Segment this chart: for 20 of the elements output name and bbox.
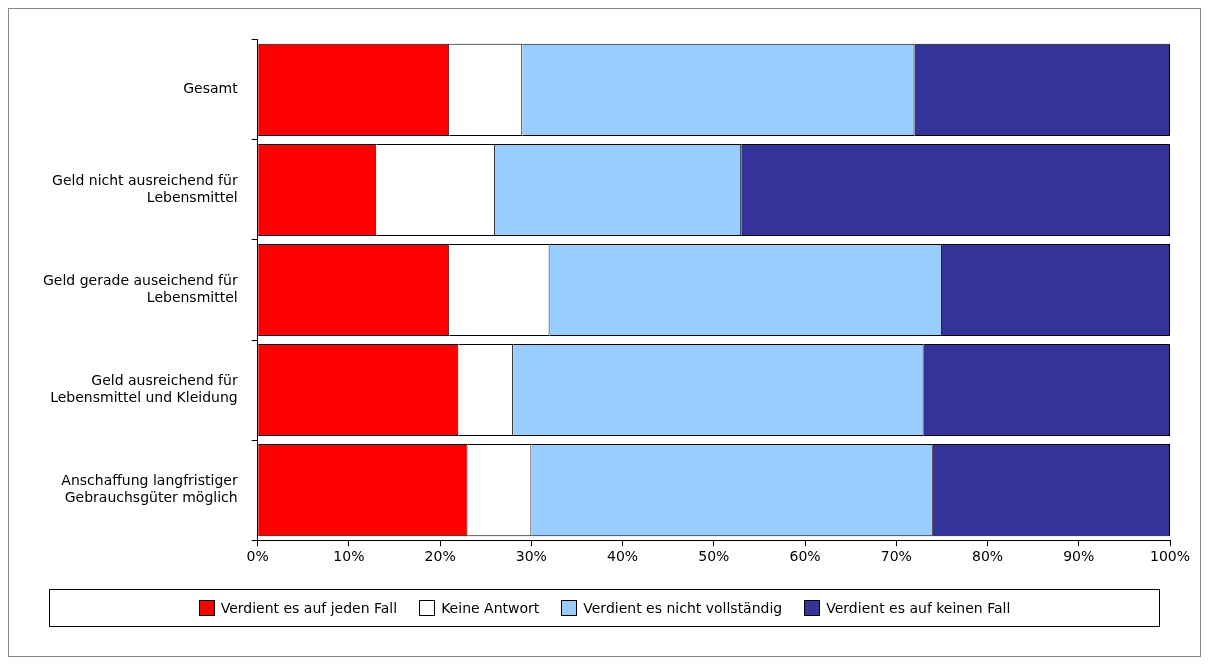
x-tick-label: 100% [1149,548,1191,565]
x-tick-label: 60% [789,548,821,565]
x-tick-label: 70% [880,548,912,565]
legend-label: Verdient es auf jeden Fall [220,600,398,616]
x-tick-label: 30% [515,548,547,565]
y-tick-label: Geld nicht ausreichend für Lebensmittel [52,172,238,205]
x-tick-label: 50% [698,548,730,565]
legend-label: Keine Antwort [441,600,540,616]
x-tick-label: 10% [333,548,365,565]
y-tick-label: Geld ausreichend für Lebensmittel und Kleidung [50,372,238,406]
x-tick-label: 0% [246,548,269,565]
y-tick-label: Gesamt [183,80,239,97]
x-tick-label: 80% [971,548,1004,565]
x-tick-label: 40% [607,548,639,565]
x-tick-label: 90% [1063,548,1095,565]
legend-label: Verdient es nicht vollständig [583,600,783,616]
y-tick-label: Geld gerade auseichend für Lebensmittel [42,272,238,306]
y-tick-label: Anschaffung langfristiger Gebrauchsgüter möglich [61,472,238,506]
x-tick-label: 20% [424,548,456,565]
legend-label: Verdient es auf keinen Fall [826,600,1011,616]
